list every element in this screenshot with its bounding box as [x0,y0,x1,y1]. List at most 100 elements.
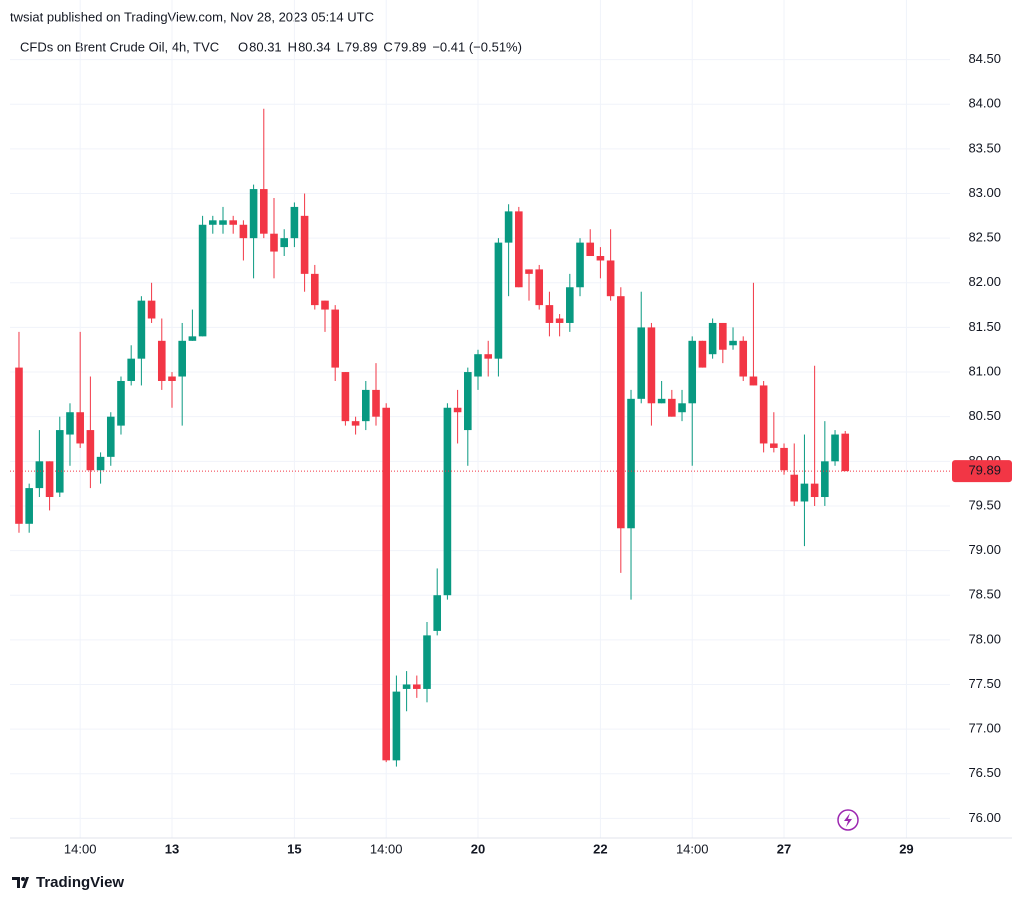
candle-body [841,433,850,472]
candle-body [137,300,146,359]
y-tick-label: 81.00 [968,363,1001,378]
candle-body [453,407,462,413]
candle-body [86,430,95,471]
candle-body [25,488,33,524]
x-tick-label: 27 [777,841,791,856]
candle-body [729,340,737,346]
candle-body [698,340,707,368]
candle-body [443,407,452,596]
candle-body [678,403,686,413]
candle-body [229,220,237,225]
candle-body [402,684,411,689]
candle-body [341,372,350,422]
alert-icon-bolt [844,813,852,827]
candle-body [219,220,227,225]
candle-body [208,220,217,225]
y-tick-label: 82.50 [968,230,1001,245]
candle-body [627,398,635,529]
candle-body [464,372,472,431]
candle-body [178,340,186,377]
y-tick-label: 77.00 [968,721,1001,736]
candle-body [351,421,360,426]
candle-body [106,416,115,457]
x-tick-label: 15 [287,841,301,856]
candle-body [270,233,278,252]
candle-body [76,412,84,444]
candle-body [259,189,268,234]
candle-body [668,398,676,417]
legend-value: 79.89 [394,39,427,54]
candle-body [719,322,727,350]
y-tick-label: 78.50 [968,587,1001,602]
candle-body [413,684,421,689]
candle-body [606,260,615,297]
last-price-label: 79.89 [968,463,1001,478]
candle-body [525,269,533,274]
candle-body [504,211,513,243]
candle-body [810,483,819,498]
candle-body [321,300,329,310]
y-tick-label: 84.50 [968,51,1001,66]
legend-value: 79.89 [345,39,378,54]
candle-body [300,215,309,274]
candle-body [198,224,207,337]
x-tick-label: 13 [165,841,179,856]
candle-body [739,340,748,377]
candle-body [515,211,523,288]
y-tick-label: 79.50 [968,497,1001,512]
candle-body [494,242,503,359]
candle-body [566,287,574,323]
candle-body [484,354,493,359]
candle-body [290,206,299,239]
candle-body [45,461,54,498]
candle-body [688,340,697,404]
legend-value: 80.31 [249,39,282,54]
x-tick-label: 22 [593,841,607,856]
candle-body [35,461,44,489]
legend-key: C [383,39,392,54]
y-tick-label: 83.00 [968,185,1001,200]
candle-body [188,336,197,341]
y-tick-label: 79.00 [968,542,1001,557]
candle-body [157,340,166,381]
y-tick-label: 81.50 [968,319,1001,334]
candle-body [280,238,288,248]
candle-body [117,380,125,426]
candle-body [362,389,370,422]
y-tick-label: 77.50 [968,676,1001,691]
candle-body [249,189,258,239]
x-tick-label: 14:00 [370,841,403,856]
candle-body [474,354,482,377]
candle-body [770,443,778,448]
legend-change: −0.41 (−0.51%) [432,39,522,54]
candle-body [392,691,401,761]
last-price-box [952,460,1012,483]
y-tick-label: 76.50 [968,765,1001,780]
y-tick-label: 78.00 [968,631,1001,646]
y-tick-label: 84.00 [968,96,1001,111]
candle-body [586,242,595,257]
y-tick-label: 80.50 [968,408,1001,423]
candle-body [433,595,442,631]
candle-body [423,635,431,689]
candle-body [790,474,799,502]
y-tick-label: 76.00 [968,810,1001,825]
candle-body [545,305,554,323]
x-tick-label: 20 [471,841,485,856]
candle-body [617,296,625,529]
candle-body [576,242,584,288]
candle-body [15,367,23,524]
candle-body [382,407,391,761]
candle-body [147,300,156,319]
candle-body [239,224,248,239]
candle-body [831,434,839,462]
alert-icon[interactable] [837,809,859,831]
x-tick-label: 14:00 [64,841,97,856]
legend-key: L [337,39,344,54]
candle-body [637,327,646,399]
candle-body [535,269,544,306]
x-tick-label: 14:00 [676,841,709,856]
y-tick-label: 83.50 [968,140,1001,155]
